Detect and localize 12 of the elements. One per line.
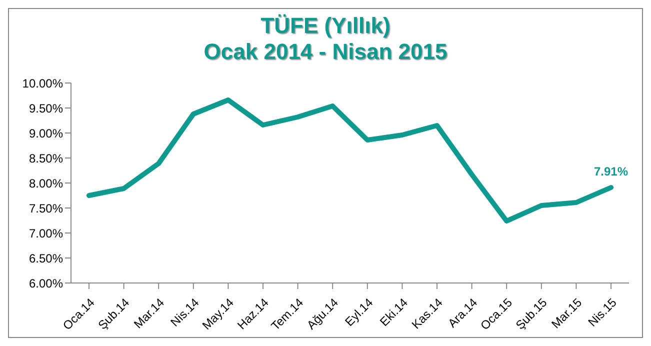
y-tick-label: 7.50% xyxy=(28,201,64,216)
y-tick-label: 8.50% xyxy=(28,151,64,166)
y-tick-label: 8.00% xyxy=(28,176,64,190)
y-tick-label: 6.50% xyxy=(28,251,64,266)
chart-title: TÜFE (Yıllık) xyxy=(260,13,392,39)
data-label: 7.91% xyxy=(594,164,628,178)
y-tick-label: 9.50% xyxy=(28,101,64,116)
y-tick-label: 6.00% xyxy=(28,276,64,290)
y-tick-label: 7.00% xyxy=(28,226,64,240)
chart-subtitle: Ocak 2014 - Nisan 2015 xyxy=(202,39,448,65)
y-tick-label: 10.00% xyxy=(22,76,64,90)
y-tick-label: 9.00% xyxy=(28,126,64,140)
